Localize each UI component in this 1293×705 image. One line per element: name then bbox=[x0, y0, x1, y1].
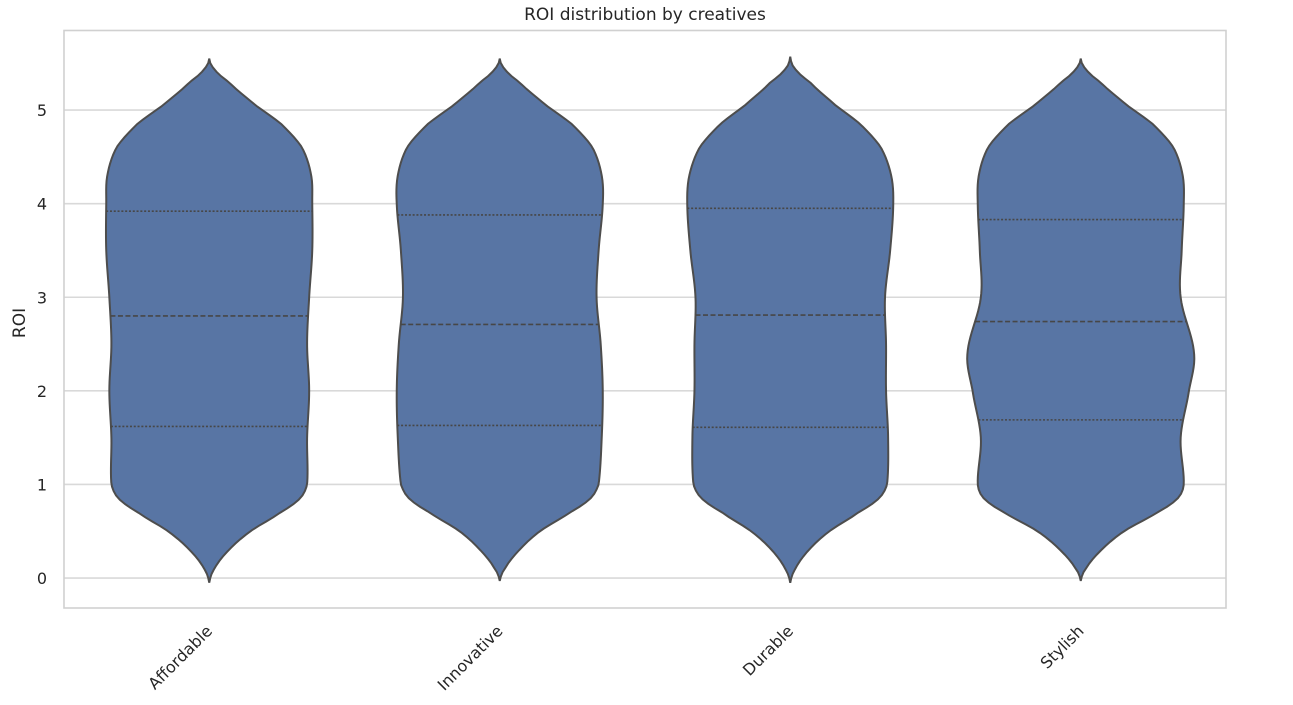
y-tick-label: 4 bbox=[37, 195, 47, 214]
x-tick-label-innovative: Innovative bbox=[434, 621, 507, 694]
y-tick-label: 0 bbox=[37, 569, 47, 588]
y-tick-label: 2 bbox=[37, 382, 47, 401]
violin-stylish bbox=[966, 58, 1196, 582]
y-tick-label: 3 bbox=[37, 288, 47, 307]
y-tick-label: 5 bbox=[37, 101, 47, 120]
violin-durable bbox=[686, 56, 895, 583]
y-tick-label: 1 bbox=[37, 475, 47, 494]
quartile-lines bbox=[106, 207, 1187, 429]
violin-affordable bbox=[104, 58, 314, 583]
y-tick-labels: 0 1 2 3 4 5 bbox=[37, 101, 47, 588]
x-tick-label-durable: Durable bbox=[739, 621, 797, 679]
violins bbox=[104, 56, 1196, 583]
plot-frame bbox=[63, 29, 1227, 609]
x-tick-label-stylish: Stylish bbox=[1036, 621, 1087, 672]
chart-title: ROI distribution by creatives bbox=[524, 5, 766, 25]
violin-innovative bbox=[395, 58, 605, 582]
y-axis-label: ROI bbox=[10, 308, 30, 338]
x-tick-labels: Affordable Innovative Durable Stylish bbox=[144, 621, 1087, 694]
x-tick-label-affordable: Affordable bbox=[144, 621, 216, 693]
